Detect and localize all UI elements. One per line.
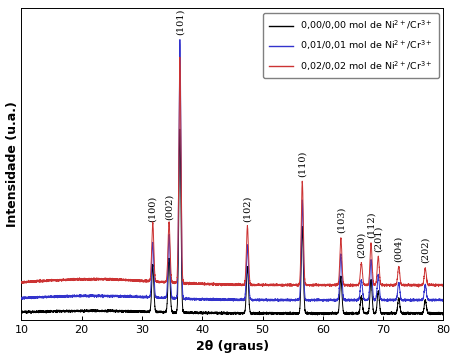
Text: (004): (004) <box>394 236 402 262</box>
Text: (100): (100) <box>148 195 157 222</box>
Text: (112): (112) <box>366 212 375 238</box>
Y-axis label: Intensidade (u.a.): Intensidade (u.a.) <box>5 101 19 227</box>
X-axis label: 2θ (graus): 2θ (graus) <box>195 340 268 354</box>
Legend: 0,00/0,00 mol de Ni$^{2+}$/Cr$^{3+}$, 0,01/0,01 mol de Ni$^{2+}$/Cr$^{3+}$, 0,02: 0,00/0,00 mol de Ni$^{2+}$/Cr$^{3+}$, 0,… <box>263 13 438 78</box>
Text: (202): (202) <box>420 237 429 264</box>
Text: (102): (102) <box>243 195 251 222</box>
Text: (002): (002) <box>164 194 173 220</box>
Text: (101): (101) <box>175 9 184 35</box>
Text: (110): (110) <box>297 150 306 177</box>
Text: (201): (201) <box>373 225 382 252</box>
Text: (200): (200) <box>356 232 365 258</box>
Text: (103): (103) <box>336 207 344 233</box>
